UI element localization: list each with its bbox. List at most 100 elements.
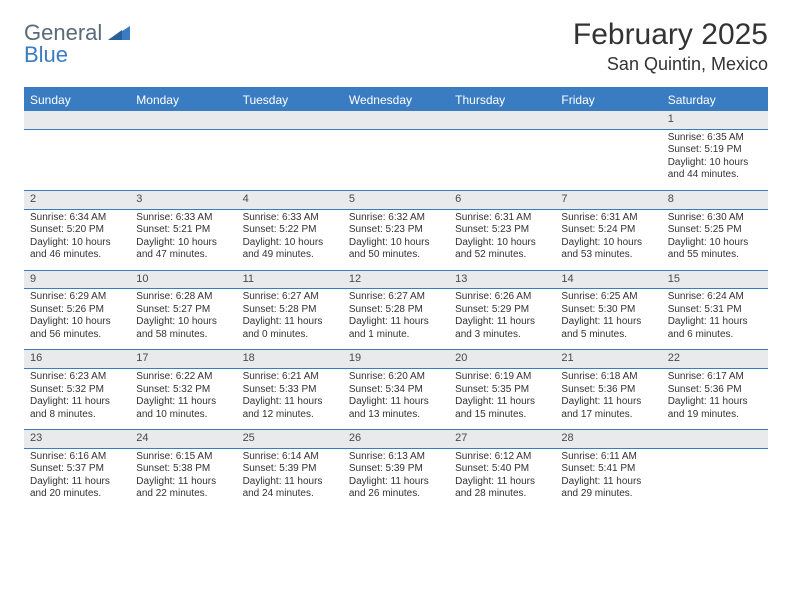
- daylight: Daylight: 11 hours and 8 minutes.: [30, 396, 124, 421]
- day-cell: Sunrise: 6:12 AMSunset: 5:40 PMDaylight:…: [449, 449, 555, 509]
- sunset: Sunset: 5:23 PM: [455, 224, 549, 237]
- sunset: Sunset: 5:39 PM: [243, 463, 337, 476]
- day-number: 24: [130, 430, 236, 448]
- sunset: Sunset: 5:20 PM: [30, 224, 124, 237]
- content-row: Sunrise: 6:35 AMSunset: 5:19 PMDaylight:…: [24, 129, 768, 190]
- dayhead-mon: Monday: [130, 89, 236, 111]
- sunset: Sunset: 5:34 PM: [349, 384, 443, 397]
- daylight: Daylight: 10 hours and 56 minutes.: [30, 316, 124, 341]
- day-number: [449, 111, 555, 129]
- calendar: Sunday Monday Tuesday Wednesday Thursday…: [24, 87, 768, 509]
- sunrise: Sunrise: 6:34 AM: [30, 212, 124, 225]
- day-number: 6: [449, 191, 555, 209]
- day-number: [237, 111, 343, 129]
- daylight: Daylight: 11 hours and 0 minutes.: [243, 316, 337, 341]
- day-cell: [555, 130, 661, 190]
- day-number: [555, 111, 661, 129]
- day-cell: Sunrise: 6:26 AMSunset: 5:29 PMDaylight:…: [449, 289, 555, 349]
- day-number: 22: [662, 350, 768, 368]
- sunrise: Sunrise: 6:21 AM: [243, 371, 337, 384]
- day-cell: [24, 130, 130, 190]
- day-cell: Sunrise: 6:31 AMSunset: 5:23 PMDaylight:…: [449, 210, 555, 270]
- dayhead-fri: Friday: [555, 89, 661, 111]
- daynum-row: 1: [24, 111, 768, 129]
- sunset: Sunset: 5:25 PM: [668, 224, 762, 237]
- day-cell: [662, 449, 768, 509]
- daylight: Daylight: 11 hours and 22 minutes.: [136, 476, 230, 501]
- sunrise: Sunrise: 6:33 AM: [243, 212, 337, 225]
- weekday-header: Sunday Monday Tuesday Wednesday Thursday…: [24, 89, 768, 111]
- content-row: Sunrise: 6:34 AMSunset: 5:20 PM Daylight:…: [24, 209, 768, 270]
- sunset: Sunset: 5:39 PM: [349, 463, 443, 476]
- daylight: Daylight: 11 hours and 13 minutes.: [349, 396, 443, 421]
- day-number: [662, 430, 768, 448]
- sunset: Sunset: 5:33 PM: [243, 384, 337, 397]
- logo-triangle-icon: [108, 26, 130, 40]
- day-cell: Sunrise: 6:15 AMSunset: 5:38 PMDaylight:…: [130, 449, 236, 509]
- sunrise: Sunrise: 6:33 AM: [136, 212, 230, 225]
- sunset: Sunset: 5:40 PM: [455, 463, 549, 476]
- daylight: Daylight: 11 hours and 28 minutes.: [455, 476, 549, 501]
- day-number: 10: [130, 271, 236, 289]
- sunrise: Sunrise: 6:31 AM: [561, 212, 655, 225]
- day-cell: Sunrise: 6:31 AMSunset: 5:24 PMDaylight:…: [555, 210, 661, 270]
- daylight: Daylight: 10 hours and 50 minutes.: [349, 237, 443, 262]
- day-cell: Sunrise: 6:19 AMSunset: 5:35 PMDaylight:…: [449, 369, 555, 429]
- dayhead-tue: Tuesday: [237, 89, 343, 111]
- sunset: Sunset: 5:22 PM: [243, 224, 337, 237]
- day-cell: Sunrise: 6:30 AMSunset: 5:25 PMDaylight:…: [662, 210, 768, 270]
- day-number: [24, 111, 130, 129]
- sunrise: Sunrise: 6:16 AM: [30, 451, 124, 464]
- sunset: Sunset: 5:29 PM: [455, 304, 549, 317]
- day-cell: Sunrise: 6:16 AMSunset: 5:37 PMDaylight:…: [24, 449, 130, 509]
- daylight: Daylight: 10 hours and 47 minutes.: [136, 237, 230, 262]
- sunrise: Sunrise: 6:20 AM: [349, 371, 443, 384]
- daylight: Daylight: 11 hours and 24 minutes.: [243, 476, 337, 501]
- day-number: 20: [449, 350, 555, 368]
- weeks-container: 1Sunrise: 6:35 AMSunset: 5:19 PMDaylight…: [24, 111, 768, 509]
- day-cell: [449, 130, 555, 190]
- daylight: Daylight: 11 hours and 17 minutes.: [561, 396, 655, 421]
- dayhead-thu: Thursday: [449, 89, 555, 111]
- day-number: 25: [237, 430, 343, 448]
- daylight: Daylight: 11 hours and 1 minute.: [349, 316, 443, 341]
- sunset: Sunset: 5:31 PM: [668, 304, 762, 317]
- day-number: 9: [24, 271, 130, 289]
- sunrise: Sunrise: 6:14 AM: [243, 451, 337, 464]
- day-number: 4: [237, 191, 343, 209]
- day-number: 1: [662, 111, 768, 129]
- sunrise: Sunrise: 6:32 AM: [349, 212, 443, 225]
- daynum-row: 9101112131415: [24, 270, 768, 289]
- daynum-row: 232425262728: [24, 429, 768, 448]
- day-number: 28: [555, 430, 661, 448]
- day-number: 12: [343, 271, 449, 289]
- sunrise: Sunrise: 6:22 AM: [136, 371, 230, 384]
- sunset: Sunset: 5:21 PM: [136, 224, 230, 237]
- day-number: 16: [24, 350, 130, 368]
- daylight: Daylight: 11 hours and 12 minutes.: [243, 396, 337, 421]
- day-number: 21: [555, 350, 661, 368]
- sunset: Sunset: 5:23 PM: [349, 224, 443, 237]
- location: San Quintin, Mexico: [573, 54, 768, 75]
- day-cell: Sunrise: 6:17 AMSunset: 5:36 PMDaylight:…: [662, 369, 768, 429]
- sunrise: Sunrise: 6:27 AM: [243, 291, 337, 304]
- day-cell: Sunrise: 6:33 AMSunset: 5:22 PMDaylight:…: [237, 210, 343, 270]
- sunset: Sunset: 5:41 PM: [561, 463, 655, 476]
- sunrise: Sunrise: 6:23 AM: [30, 371, 124, 384]
- day-number: 7: [555, 191, 661, 209]
- sunset: Sunset: 5:36 PM: [668, 384, 762, 397]
- day-cell: Sunrise: 6:18 AMSunset: 5:36 PMDaylight:…: [555, 369, 661, 429]
- sunrise: Sunrise: 6:35 AM: [668, 132, 762, 145]
- content-row: Sunrise: 6:29 AMSunset: 5:26 PMDaylight:…: [24, 288, 768, 349]
- sunset: Sunset: 5:36 PM: [561, 384, 655, 397]
- content-row: Sunrise: 6:16 AMSunset: 5:37 PMDaylight:…: [24, 448, 768, 509]
- sunset: Sunset: 5:30 PM: [561, 304, 655, 317]
- day-cell: [343, 130, 449, 190]
- day-cell: Sunrise: 6:13 AMSunset: 5:39 PMDaylight:…: [343, 449, 449, 509]
- day-cell: Sunrise: 6:11 AMSunset: 5:41 PMDaylight:…: [555, 449, 661, 509]
- daylight: Daylight: 11 hours and 15 minutes.: [455, 396, 549, 421]
- day-cell: Sunrise: 6:21 AMSunset: 5:33 PMDaylight:…: [237, 369, 343, 429]
- day-cell: Sunrise: 6:24 AMSunset: 5:31 PMDaylight:…: [662, 289, 768, 349]
- day-number: 8: [662, 191, 768, 209]
- sunset: Sunset: 5:32 PM: [136, 384, 230, 397]
